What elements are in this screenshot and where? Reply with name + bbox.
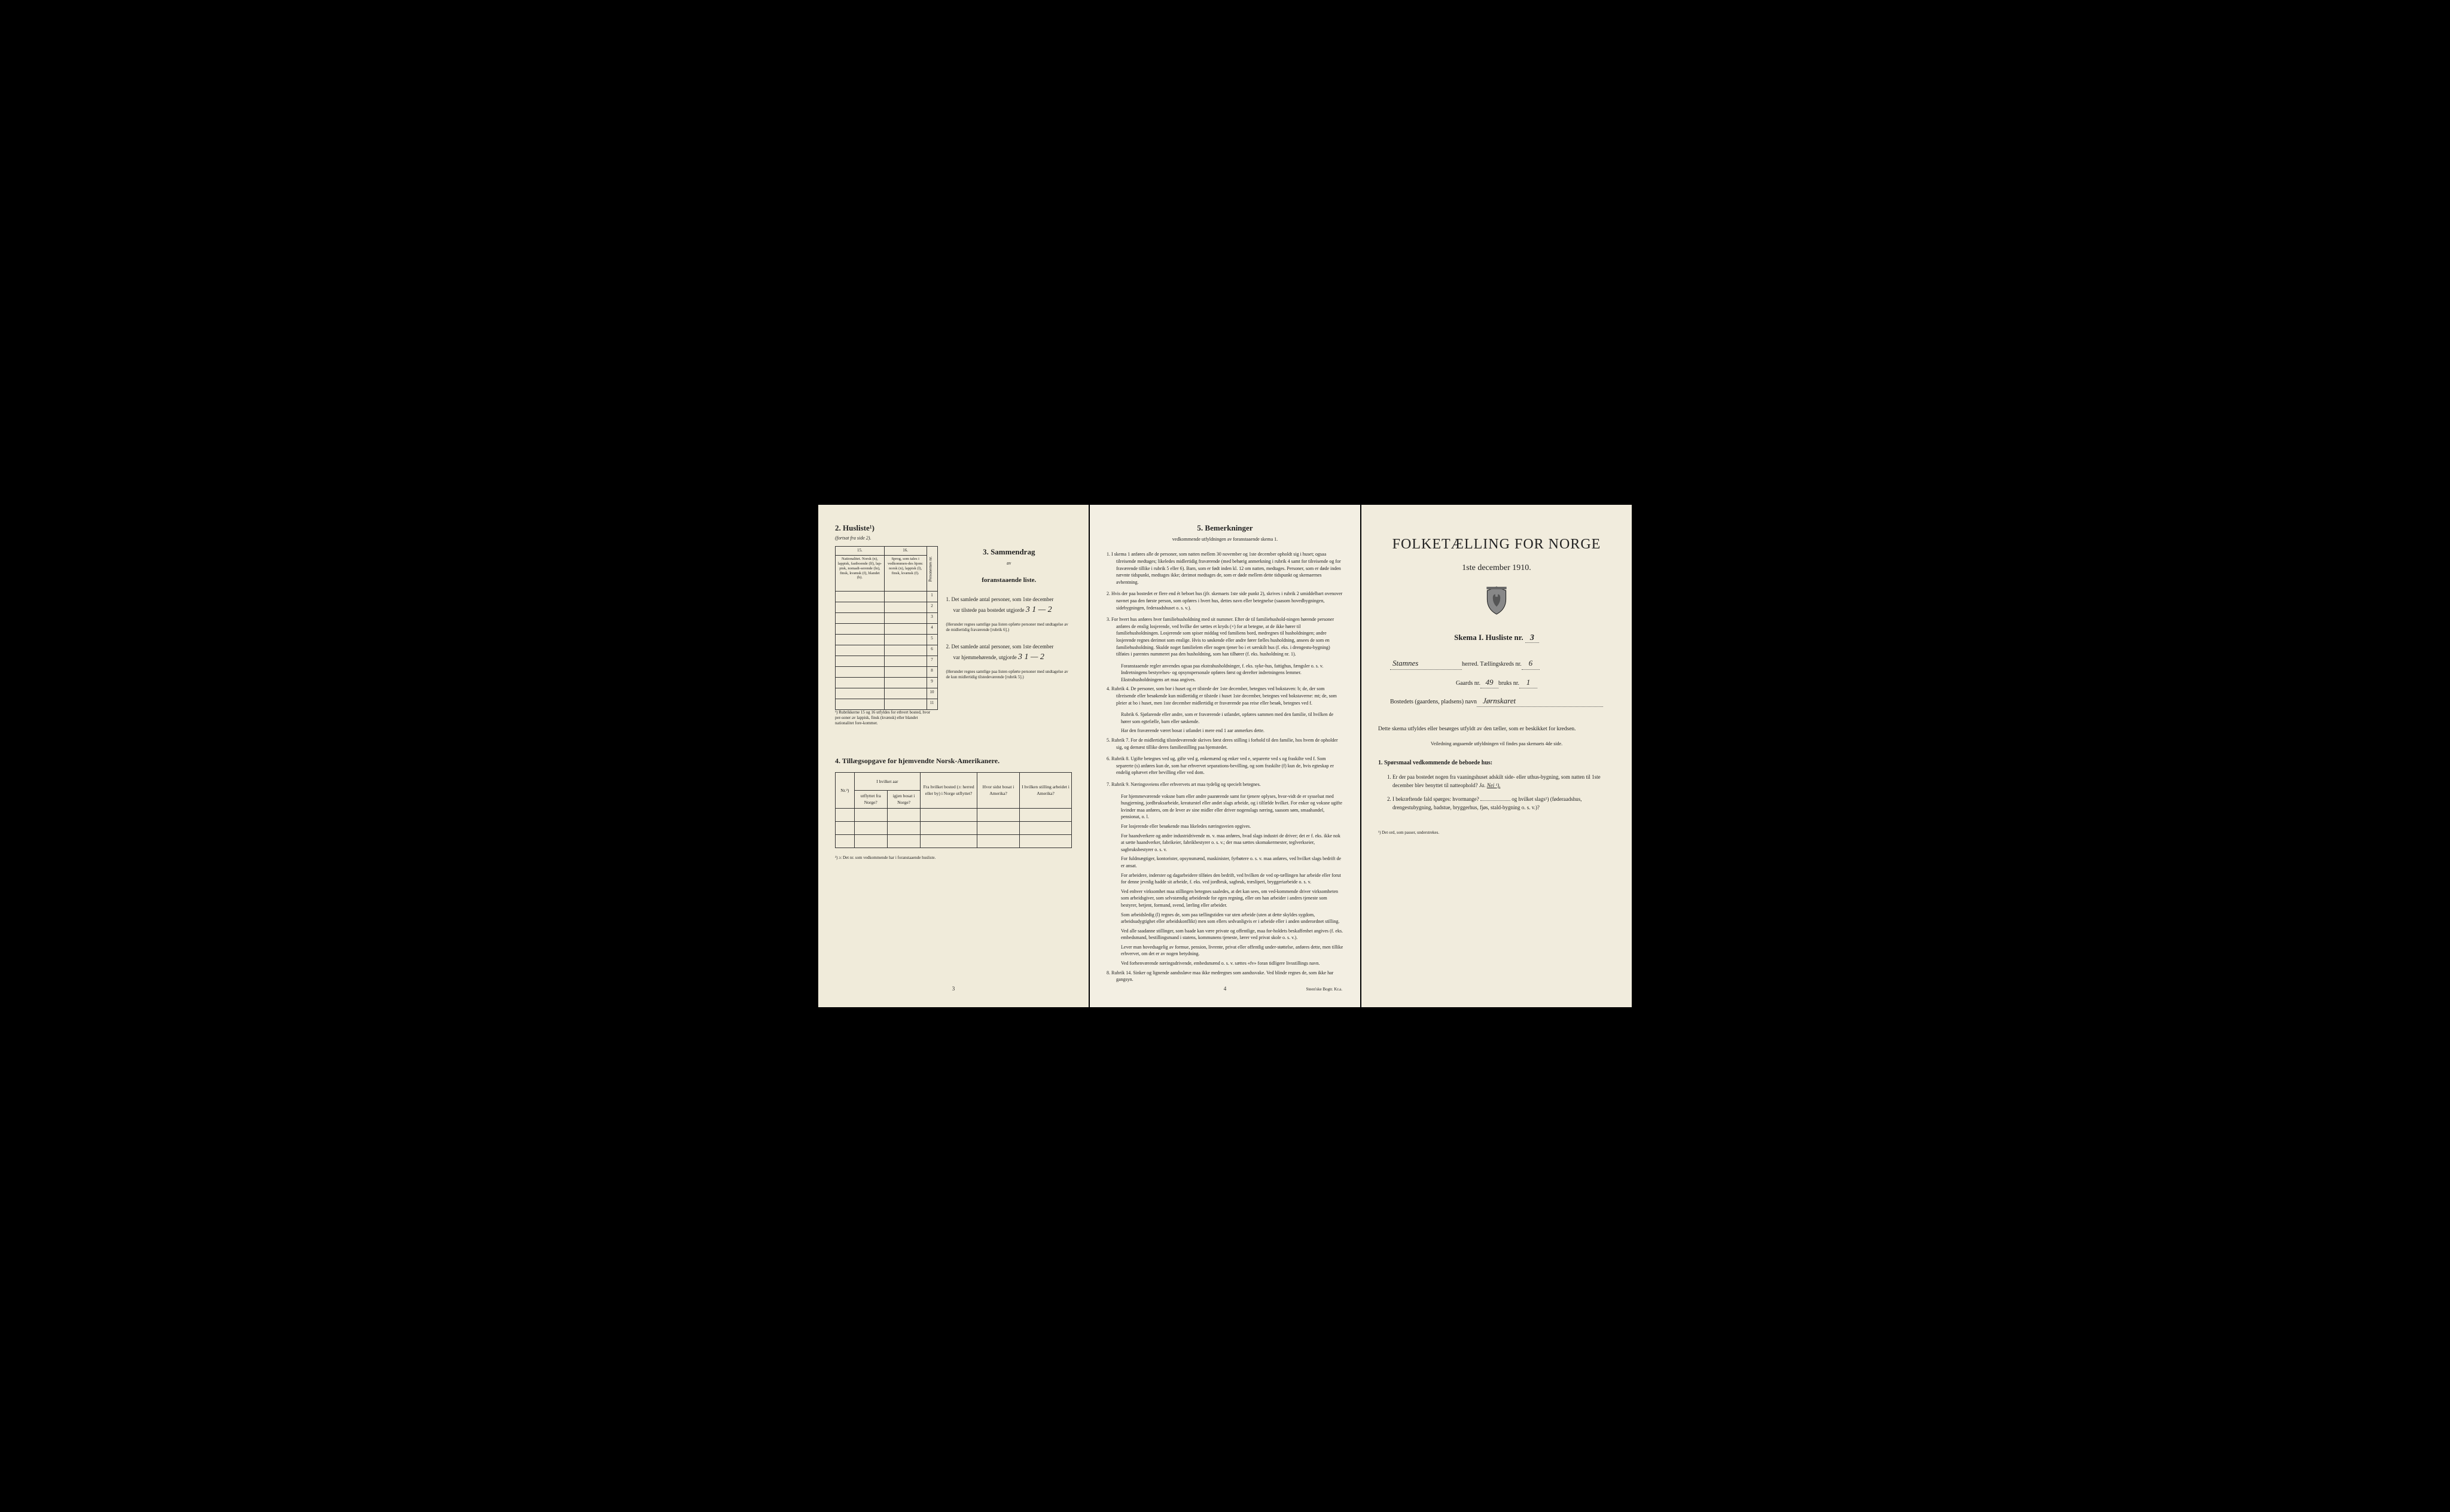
item1-note: (Herunder regnes samtlige paa listen opf…: [946, 622, 1072, 633]
bemerk-7j: Ved forhenværende næringsdrivende, embed…: [1107, 960, 1343, 967]
section4-title: 4. Tillægsopgave for hjemvendte Norsk-Am…: [835, 756, 1072, 766]
t4-h4: I hvilken stilling arbeidet i Amerika?: [1020, 773, 1072, 809]
herred-val: Stamnes: [1390, 658, 1462, 669]
skema-line: Skema I. Husliste nr. 3: [1378, 632, 1615, 644]
bemerk-sub: vedkommende utfyldningen av foranstaaend…: [1107, 536, 1343, 542]
section2-title: 2. Husliste¹): [835, 523, 938, 534]
gaards-val: 49: [1480, 677, 1498, 688]
q-header: 1. Spørsmaal vedkommende de beboede hus:: [1378, 758, 1615, 767]
bemerk-title: 5. Bemerkninger: [1107, 523, 1343, 534]
item2-note: (Herunder regnes samtlige paa listen opf…: [946, 669, 1072, 680]
printer: Steen'ske Bogtr. Kr.a.: [1306, 987, 1342, 993]
bemerk-list: 1. I skema 1 anføres alle de personer, s…: [1107, 551, 1343, 983]
page-3: 2. Husliste¹) (fortsat fra side 2). 15. …: [818, 505, 1089, 1007]
bruks-label: bruks nr.: [1498, 679, 1519, 688]
bosted-val: Jørnskaret: [1477, 696, 1603, 707]
bruks-val: 1: [1519, 677, 1537, 688]
gaards-label: Gaards nr.: [1456, 679, 1480, 688]
page-4: 5. Bemerkninger vedkommende utfyldningen…: [1090, 505, 1360, 1007]
item1-mid: var tilstede paa bostedet utgjorde: [953, 607, 1025, 613]
census-document: 2. Husliste¹) (fortsat fra side 2). 15. …: [818, 505, 1632, 1007]
t4-sh1: utflyttet fra Norge?: [854, 791, 887, 809]
row-3: 3: [927, 613, 937, 624]
skema-val: 3: [1525, 633, 1539, 643]
page-1-cover: FOLKETÆLLING FOR NORGE 1ste december 191…: [1361, 505, 1632, 1007]
bemerk-7b: For losjerende eller besøkende maa likel…: [1107, 823, 1343, 830]
bemerk-7g: Som arbeidsledig (l) regnes de, som paa …: [1107, 912, 1343, 925]
col-16: 16.: [884, 547, 927, 556]
section3-subtitle: foranstaaende liste.: [946, 576, 1072, 585]
footnote3: ¹) Det ord, som passer, understrekes.: [1378, 830, 1615, 836]
row-11: 11: [927, 699, 937, 710]
main-title: FOLKETÆLLING FOR NORGE: [1378, 535, 1615, 555]
bemerk-5: 5. Rubrik 7. For de midlertidig tilstede…: [1107, 737, 1343, 751]
t4-h0: Nr.²): [836, 773, 855, 809]
section4: 4. Tillægsopgave for hjemvendte Norsk-Am…: [835, 756, 1072, 861]
row-4: 4: [927, 624, 937, 635]
row-2: 2: [927, 602, 937, 613]
husliste-table: 15. 16. Personernes nr. Nationalitet. No…: [835, 546, 938, 710]
col-15-header: Nationalitet. Norsk (n), lappisk, fastbo…: [836, 556, 885, 592]
coat-of-arms-icon: [1378, 586, 1615, 618]
q2-mid: og hvilket slags¹): [1512, 796, 1549, 802]
skema-label: Skema I. Husliste nr.: [1454, 633, 1523, 642]
bemerk-4: 4. Rubrik 4. De personer, som bor i huse…: [1107, 685, 1343, 706]
section3-av: av: [946, 560, 1072, 566]
page-num-3: 3: [818, 985, 1089, 993]
q1-nei: Nei ¹).: [1487, 782, 1501, 788]
bemerk-8: 8. Rubrik 14. Sinker og lignende aandssl…: [1107, 970, 1343, 983]
herred-label: herred. Tællingskreds nr.: [1462, 660, 1522, 669]
q2-text: I bekræftende fald spørges: hvormange?: [1392, 796, 1479, 802]
bemerk-7i: Lever man hovedsagelig av formue, pensio…: [1107, 944, 1343, 958]
section3-title: 3. Sammendrag: [946, 547, 1072, 557]
bemerk-7d: For fuldmægtiger, kontorister, opsynsmæn…: [1107, 855, 1343, 869]
bemerk-4b: Har den fraværende været bosat i utlande…: [1107, 727, 1343, 734]
t4-h1: I hvilket aar: [854, 773, 921, 791]
row-8: 8: [927, 667, 937, 678]
bemerk-7f: Ved enhver virksomhet maa stillingen bet…: [1107, 888, 1343, 909]
q1: Er der paa bostedet nogen fra vaaningshu…: [1392, 773, 1615, 789]
small-note: Veiledning angaaende utfyldningen vil fi…: [1378, 740, 1615, 748]
item1-pre: 1. Det samlede antal personer, som 1ste …: [946, 596, 1054, 602]
bemerk-6: 6. Rubrik 8. Ugifte betegnes ved ug, gif…: [1107, 755, 1343, 776]
bemerk-1: 1. I skema 1 anføres alle de personer, s…: [1107, 551, 1343, 586]
section2-subtitle: (fortsat fra side 2).: [835, 535, 938, 541]
bosted-label: Bostedets (gaardens, pladsens) navn: [1390, 698, 1477, 706]
item2-pre: 2. Det samlede antal personer, som 1ste …: [946, 644, 1054, 650]
bemerk-4a: Rubrik 6. Sjøfarende eller andre, som er…: [1107, 711, 1343, 725]
row-5: 5: [927, 635, 937, 645]
col-15: 15.: [836, 547, 885, 556]
t4-sh2: igjen bosat i Norge?: [887, 791, 920, 809]
t4-h3: Hvor sidst bosat i Amerika?: [977, 773, 1019, 809]
bemerk-7e: For arbeidere, inderster og dagarbeidere…: [1107, 872, 1343, 886]
row-7: 7: [927, 656, 937, 667]
item2-mid: var hjemmehørende, utgjorde: [953, 654, 1017, 660]
bemerk-7: 7. Rubrik 9. Næringsveiens eller erhverv…: [1107, 781, 1343, 788]
bemerk-7a: For hjemmeværende voksne barn eller andr…: [1107, 793, 1343, 821]
side-label: Personernes nr.: [927, 547, 937, 592]
bemerk-7h: Ved alle saadanne stillinger, som baade …: [1107, 928, 1343, 941]
kreds-val: 6: [1522, 658, 1540, 669]
main-date: 1ste december 1910.: [1378, 562, 1615, 574]
intro: Dette skema utfyldes eller besørges utfy…: [1378, 725, 1615, 733]
q1-ja: Ja.: [1479, 782, 1486, 788]
item2-val: 3 1 — 2: [1018, 653, 1044, 662]
table4: Nr.²) I hvilket aar Fra hvilket bosted (…: [835, 772, 1072, 848]
bemerk-3-sub: Foranstaaende regler anvendes ogsaa paa …: [1107, 663, 1343, 684]
section4-footnote: ²) ɔ: Det nr. som vedkommende har i fora…: [835, 855, 1072, 861]
t4-h2: Fra hvilket bosted (ɔ: herred eller by) …: [921, 773, 977, 809]
row-10: 10: [927, 688, 937, 699]
q2: I bekræftende fald spørges: hvormange? o…: [1392, 795, 1615, 812]
bemerk-2: 2. Hvis der paa bostedet er flere end ét…: [1107, 590, 1343, 611]
bemerk-7c: For haandverkere og andre industridriven…: [1107, 833, 1343, 853]
item1-val: 3 1 — 2: [1026, 605, 1052, 614]
row-1: 1: [927, 592, 937, 602]
bemerk-3: 3. For hvert hus anføres hver familiehus…: [1107, 616, 1343, 658]
row-6: 6: [927, 645, 937, 656]
row-9: 9: [927, 678, 937, 688]
col-16-header: Sprog, som tales i vedkommen-des hjem: n…: [884, 556, 927, 592]
